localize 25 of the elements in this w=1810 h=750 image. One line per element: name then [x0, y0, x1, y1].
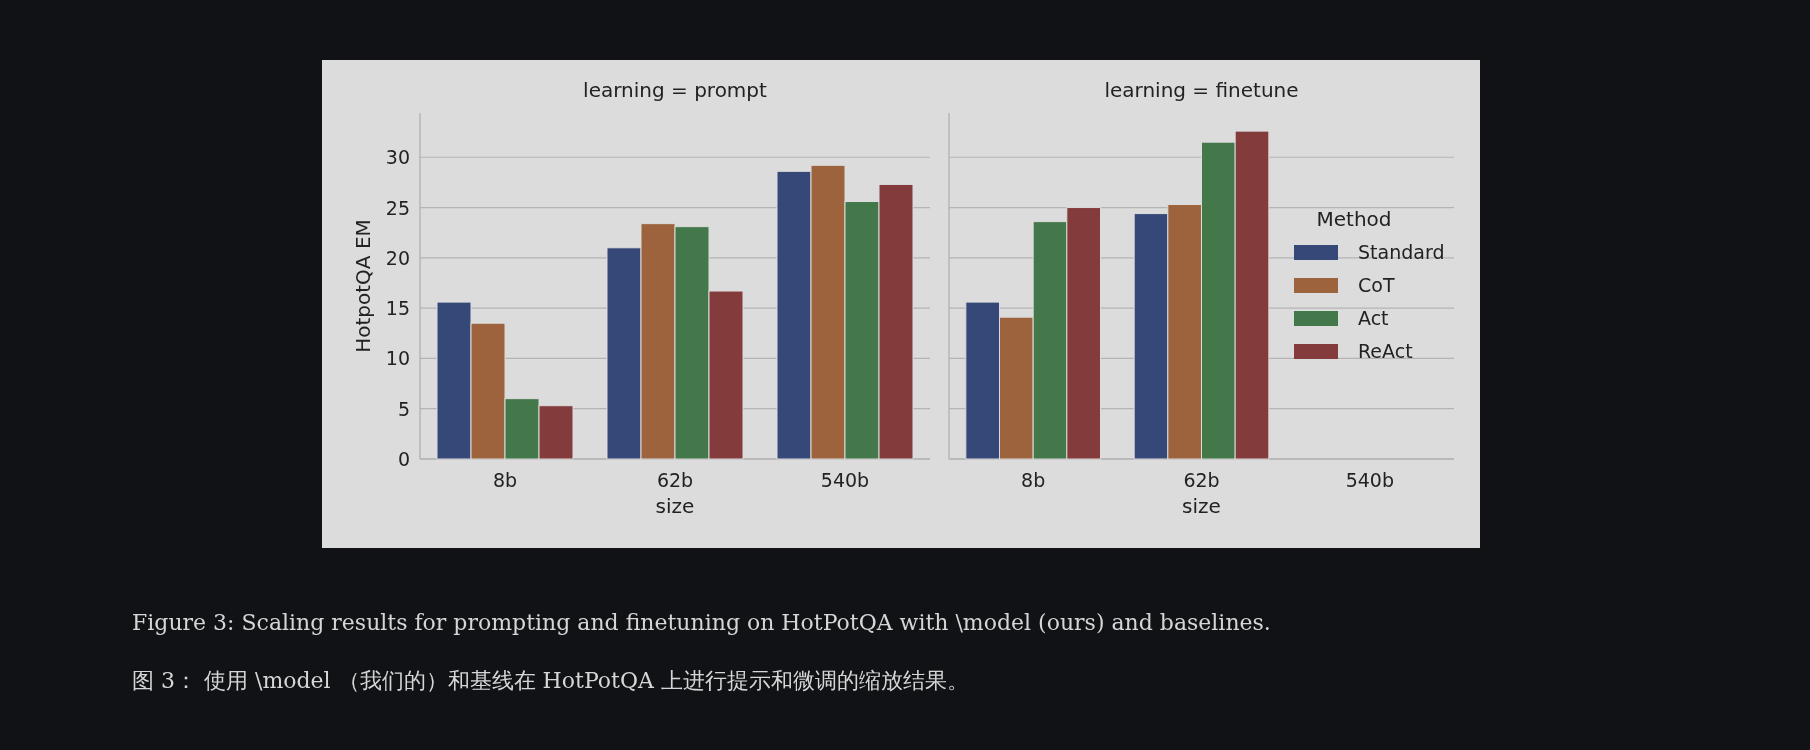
y-tick-label: 20: [385, 246, 410, 269]
y-tick-label: 25: [385, 196, 410, 219]
x-axis-title: size: [1182, 494, 1221, 518]
legend-label: Act: [1358, 307, 1389, 329]
caption: 图 3： 使用 \model （我们的）和基线在 HotPotQA 上进行提示和微调的缩放结果。: [132, 668, 969, 693]
y-tick-label: 5: [397, 397, 410, 420]
y-tick-label: 10: [385, 347, 410, 370]
x-tick-label: 8b: [492, 469, 518, 491]
y-tick-label: 0: [397, 448, 410, 470]
legend-label: CoT: [1358, 274, 1395, 296]
x-tick-label: 62b: [1183, 469, 1220, 491]
x-tick-label: 540b: [820, 469, 870, 491]
x-tick-label: 62b: [656, 469, 694, 491]
legend-label: Standard: [1358, 241, 1445, 263]
x-axis-title: size: [655, 494, 695, 518]
legend-label: ReAct: [1358, 340, 1413, 362]
x-tick-label: 8b: [1021, 469, 1046, 491]
y-tick-label: 30: [385, 146, 410, 169]
chart-title: learning = prompt: [583, 78, 768, 102]
legend-title: Method: [1316, 207, 1392, 231]
chart-title: learning = finetune: [1104, 78, 1299, 102]
caption: Figure 3: Scaling results for prompting and finetuning on HotPotQA with \model (ours) and baselines.: [132, 610, 1271, 635]
y-tick-label: 15: [385, 297, 410, 320]
y-axis-title: HotpotQA EM: [351, 219, 375, 353]
x-tick-label: 540b: [1345, 469, 1394, 491]
